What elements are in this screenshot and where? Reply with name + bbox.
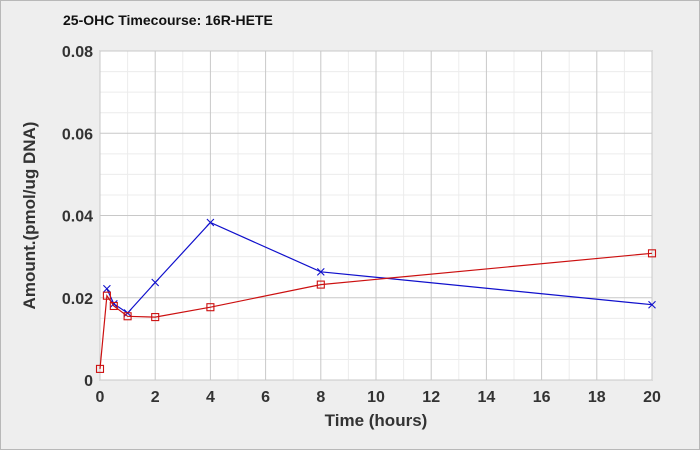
- square-marker: [102, 291, 111, 300]
- x-tick-label: 2: [151, 389, 160, 406]
- y-tick-label: 0.08: [62, 44, 93, 61]
- x-tick-label: 18: [588, 389, 606, 406]
- x-tick-labels: 0 2 4 6 8 10 12 14 16 18 20: [96, 389, 661, 406]
- series-line-2: [99, 252, 653, 369]
- y-tick-label: 0: [84, 373, 93, 390]
- square-marker: [206, 303, 215, 312]
- x-tick-label: 12: [422, 389, 440, 406]
- x-tick-label: 6: [261, 389, 270, 406]
- x-marker-stroke: [206, 218, 215, 227]
- x-axis-title: Time (hours): [325, 411, 428, 430]
- y-tick-label: 0.04: [62, 209, 93, 226]
- x-marker: [316, 267, 325, 276]
- x-marker-stroke: [151, 278, 160, 287]
- square-marker: [95, 364, 105, 373]
- square-marker: [151, 313, 160, 322]
- y-tick-label: 0.02: [62, 291, 93, 308]
- x-marker-stroke: [103, 284, 111, 293]
- square-marker: [316, 280, 325, 289]
- x-tick-label: 4: [206, 389, 215, 406]
- chart-title: 25-OHC Timecourse: 16R-HETE: [63, 12, 273, 28]
- x-tick-label: 20: [643, 389, 661, 406]
- square-marker: [647, 249, 657, 258]
- x-marker-stroke: [648, 300, 656, 309]
- y-tick-label: 0.06: [62, 126, 93, 143]
- x-tick-label: 8: [316, 389, 325, 406]
- x-tick-label: 0: [96, 389, 105, 406]
- square-marker: [109, 301, 118, 311]
- square-marker: [123, 312, 132, 321]
- x-marker: [206, 218, 215, 227]
- x-marker: [151, 278, 160, 287]
- y-axis-title: Amount.(pmol/ug DNA): [20, 122, 39, 310]
- series-layer: [95, 218, 657, 373]
- x-tick-label: 14: [478, 389, 496, 406]
- x-marker-stroke: [109, 300, 118, 308]
- x-tick-label: 10: [367, 389, 385, 406]
- y-tick-labels: 0 0.02 0.04 0.06 0.08: [62, 44, 93, 390]
- major-gridlines: [99, 50, 653, 381]
- x-marker: [103, 284, 111, 293]
- x-tick-label: 16: [533, 389, 551, 406]
- x-marker: [648, 300, 656, 309]
- x-marker-stroke: [316, 267, 325, 276]
